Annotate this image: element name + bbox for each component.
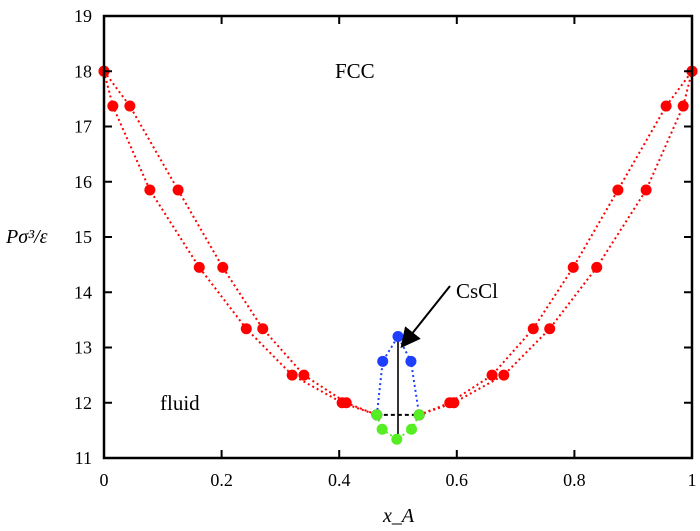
cscl-label: CsCl	[456, 279, 498, 303]
fcc-fluid-inner-left-point	[286, 369, 298, 381]
fcc-fluid-outer-left-point	[298, 369, 310, 381]
cscl-fcc-boundary-point	[405, 355, 417, 367]
fcc-fluid-inner-left-line	[103, 71, 378, 416]
fluid-label: fluid	[160, 391, 200, 415]
fcc-fluid-outer-right-point	[544, 323, 556, 335]
cscl-arrow	[400, 285, 451, 349]
y-tick-label: 19	[74, 6, 92, 26]
fcc-fluid-outer-right-point	[448, 397, 460, 409]
fcc-fluid-outer-left-line	[103, 70, 378, 416]
fcc-fluid-outer-left-point	[340, 397, 352, 409]
cscl-fluid-boundary-point	[391, 433, 403, 445]
x-axis-label: x_A	[382, 505, 415, 527]
y-tick-label: 16	[74, 172, 92, 192]
fcc-fluid-inner-left-point	[193, 261, 205, 273]
fcc-fluid-outer-right-point	[640, 184, 652, 196]
cscl-fluid-boundary-point	[406, 423, 418, 435]
fcc-fluid-inner-left-point	[240, 323, 252, 335]
y-axis-label: Pσ³/ε	[5, 226, 48, 248]
x-tick-label: 0	[100, 470, 109, 490]
fcc-fluid-inner-right-point	[527, 323, 539, 335]
fcc-fluid-outer-left-point	[257, 323, 269, 335]
y-tick-label: 17	[74, 117, 92, 137]
fcc-fluid-outer-left-point	[124, 100, 136, 112]
fcc-fluid-outer-right-point	[498, 369, 510, 381]
y-tick-label: 14	[74, 282, 92, 302]
y-tick-label: 11	[75, 448, 92, 468]
x-tick-label: 0.4	[328, 470, 351, 490]
fcc-fluid-outer-left-point	[172, 184, 184, 196]
x-tick-label: 1	[688, 470, 697, 490]
fcc-fluid-outer-right-point	[591, 261, 603, 273]
fcc-fluid-outer-left-point	[217, 261, 229, 273]
fcc-fluid-inner-right-point	[486, 369, 498, 381]
fcc-fluid-inner-right-point	[612, 184, 624, 196]
y-tick-label: 13	[74, 338, 92, 358]
x-tick-label: 0.8	[563, 470, 586, 490]
y-tick-label: 15	[74, 227, 92, 247]
fcc-fluid-inner-left-point	[144, 184, 156, 196]
cscl-fcc-boundary-point	[392, 330, 404, 342]
cscl-fcc-boundary-point	[377, 355, 389, 367]
x-tick-label: 0.2	[210, 470, 233, 490]
fcc-label: FCC	[335, 59, 375, 83]
y-tick-label: 18	[74, 61, 92, 81]
y-tick-label: 12	[74, 393, 92, 413]
fcc-fluid-inner-right-point	[567, 261, 579, 273]
cscl-fcc-boundary-line	[375, 334, 421, 416]
cscl-fluid-boundary-point	[371, 409, 383, 421]
cscl-fluid-boundary-point	[376, 423, 388, 435]
fcc-fluid-outer-right-line	[418, 71, 693, 416]
x-tick-label: 0.6	[446, 470, 469, 490]
cscl-fluid-boundary-point	[413, 409, 425, 421]
fcc-fluid-inner-right-point	[660, 100, 672, 112]
fcc-fluid-outer-right-point	[677, 100, 689, 112]
fcc-fluid-inner-right-line	[418, 70, 693, 416]
fcc-fluid-inner-left-point	[107, 100, 119, 112]
